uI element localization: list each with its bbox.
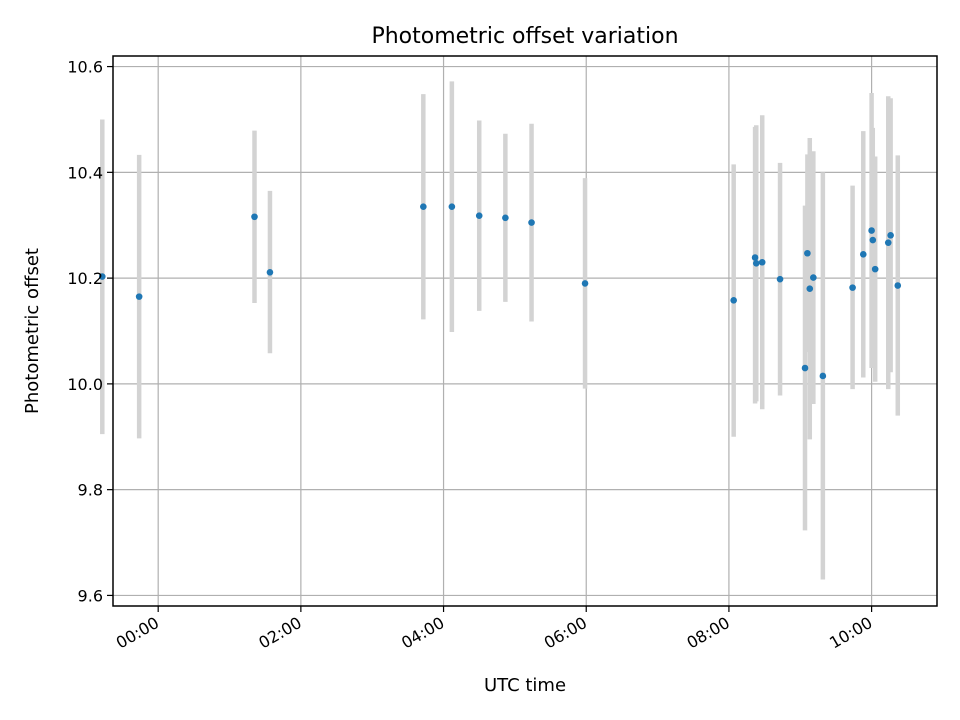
y-tick-label: 9.6 (78, 586, 103, 605)
y-tick-label: 10.0 (67, 375, 103, 394)
y-tick-label: 10.4 (67, 163, 103, 182)
x-tick-label: 04:00 (398, 613, 447, 653)
data-point (859, 251, 867, 258)
data-point (884, 239, 892, 246)
x-tick-label: 00:00 (113, 613, 162, 653)
data-point (251, 213, 258, 221)
data-point (804, 249, 811, 257)
x-tick-label: 02:00 (255, 613, 304, 653)
y-tick-label: 10.2 (67, 269, 103, 288)
x-tick-label: 10:00 (826, 613, 875, 653)
data-point (448, 203, 456, 211)
data-point (528, 219, 535, 226)
data-point (420, 203, 427, 211)
data-point (819, 372, 827, 380)
x-tick-label: 06:00 (541, 613, 590, 653)
data-point (869, 236, 877, 244)
plot-frame (112, 55, 938, 607)
data-point (98, 273, 106, 280)
data-point (266, 268, 274, 276)
data-point (475, 212, 483, 220)
y-tick-label: 10.6 (67, 58, 103, 77)
data-point (849, 284, 856, 291)
data-point (801, 364, 809, 372)
x-tick-label: 08:00 (683, 613, 732, 653)
data-point (502, 214, 509, 222)
data-point (730, 297, 737, 304)
x-axis-ticks: 00:00 02:00 04:00 06:00 08:00 10:00 (113, 606, 876, 653)
data-point (806, 285, 814, 292)
data-point (758, 258, 766, 266)
data-point (752, 260, 760, 267)
y-axis-ticks: 9.6 9.8 10.0 10.2 10.4 10.6 (67, 58, 113, 605)
data-point (776, 275, 784, 283)
error-bars (100, 81, 901, 580)
data-point (894, 282, 902, 289)
data-points (98, 203, 902, 380)
data-point (871, 265, 879, 273)
data-point (810, 274, 817, 281)
data-point (751, 254, 759, 261)
data-point (581, 280, 589, 287)
y-axis-label: Photometric offset (22, 248, 43, 414)
y-tick-label: 9.8 (78, 481, 103, 500)
data-point (887, 231, 894, 239)
chart-title: Photometric offset variation (371, 24, 678, 49)
data-point (868, 227, 875, 234)
x-axis-label: UTC time (484, 675, 566, 696)
data-point (135, 293, 143, 300)
